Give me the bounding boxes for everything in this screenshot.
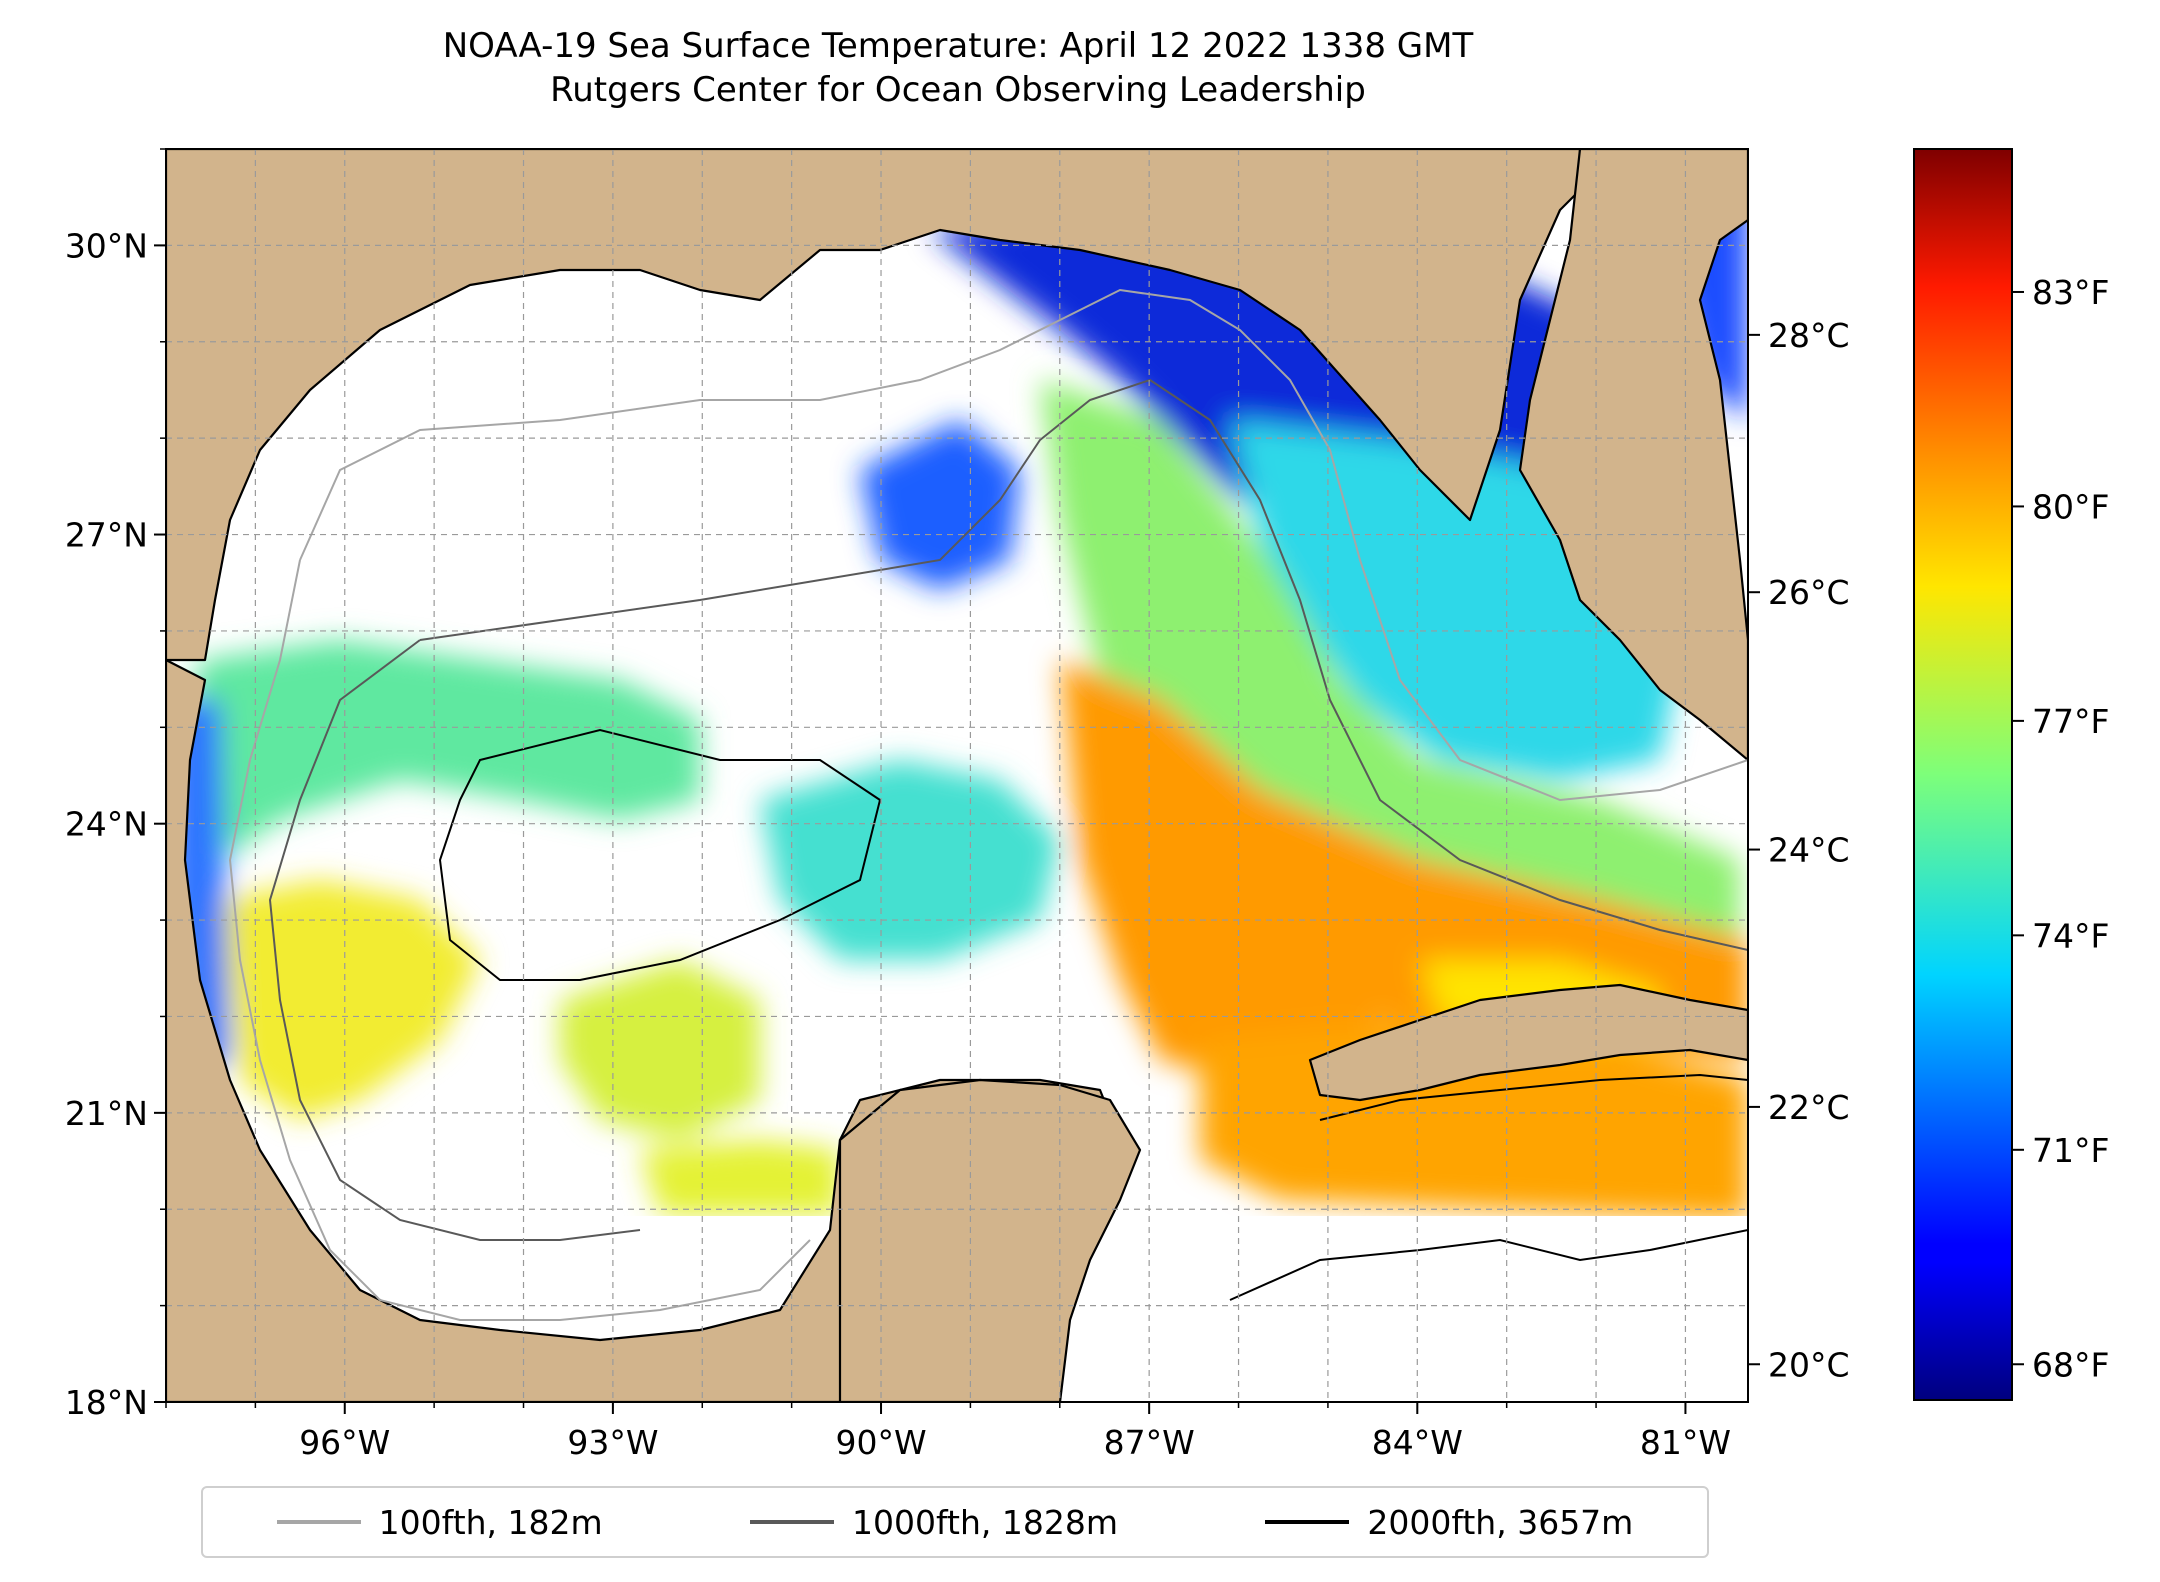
lon-tick-group: 96°W 93°W 90°W 87°W 84°W 81°W <box>165 1402 1731 1462</box>
contours <box>228 288 1748 1321</box>
legend-swatch-1000fth <box>750 1520 835 1524</box>
land-yucatan <box>838 1078 1142 1402</box>
fahrenheit-tick-label: 74°F <box>2032 916 2109 955</box>
legend-item-100fth: 100fth, 182m <box>276 1502 603 1542</box>
sst-figure: 96°W 93°W 90°W 87°W 84°W 81°W 18°N 21°N 24°N 27°… <box>65 148 2109 1462</box>
colorbar: 68°F 71°F 74°F 77°F 80°F 83°F <box>1913 148 2109 1401</box>
contour-2000fth-caribbean <box>1229 1229 1748 1301</box>
lat-tick-label: 18°N <box>65 1383 148 1422</box>
fahrenheit-tick-label: 80°F <box>2032 487 2109 526</box>
contour-100fth <box>299 288 1748 802</box>
lon-tick-label: 84°W <box>1372 1423 1463 1462</box>
title-line-2: Rutgers Center for Ocean Observing Leade… <box>550 70 1366 110</box>
lon-tick-label: 87°W <box>1104 1423 1195 1462</box>
map-frame <box>165 148 1749 1403</box>
land-cuba <box>1308 983 1748 1102</box>
legend-label-2000fth: 2000fth, 3657m <box>1367 1502 1634 1542</box>
lon-tick-label: 90°W <box>835 1423 926 1462</box>
contour-1000fth <box>419 378 1748 951</box>
lat-tick-label: 27°N <box>65 516 148 555</box>
lon-tick-label: 93°W <box>567 1423 658 1462</box>
lon-tick-label: 96°W <box>299 1423 390 1462</box>
colorbar-gradient <box>1913 148 2013 1401</box>
map-panel <box>166 149 1748 1402</box>
map-title: NOAA-19 Sea Surface Temperature: April 1… <box>0 24 1916 112</box>
fahrenheit-tick-label: 77°F <box>2032 702 2109 741</box>
lat-tick-group: 18°N 21°N 24°N 27°N 30°N <box>65 148 166 1422</box>
contour-1000fth-west <box>268 639 641 1241</box>
fahrenheit-tick-label: 68°F <box>2032 1345 2109 1384</box>
contour-2000fth-se <box>1319 1073 1748 1121</box>
lat-tick-label: 24°N <box>65 805 148 844</box>
lat-tick-label: 21°N <box>65 1094 148 1133</box>
lat-tick-label: 30°N <box>65 226 148 265</box>
legend-swatch-2000fth <box>1265 1520 1350 1524</box>
legend-label-1000fth: 1000fth, 1828m <box>852 1502 1118 1542</box>
celsius-tick-group: 20°C 22°C 24°C 26°C 28°C <box>1748 316 1850 1384</box>
celsius-tick-label: 24°C <box>1768 831 1850 870</box>
legend-item-2000fth: 2000fth, 3657m <box>1265 1503 1633 1542</box>
celsius-tick-label: 26°C <box>1768 573 1850 612</box>
celsius-tick-label: 20°C <box>1768 1345 1850 1384</box>
land-florida-peninsula <box>1518 149 1748 762</box>
fahrenheit-tick-group: 68°F 71°F 74°F 77°F 80°F 83°F <box>2012 273 2109 1384</box>
legend-swatch-100fth <box>276 1520 361 1524</box>
contour-legend: 100fth, 182m 1000fth, 1828m 2000fth, 365… <box>201 1486 1709 1558</box>
legend-item-1000fth: 1000fth, 1828m <box>750 1503 1118 1542</box>
contour-100fth-west <box>228 559 811 1321</box>
title-line-1: NOAA-19 Sea Surface Temperature: April 1… <box>442 26 1474 66</box>
fahrenheit-tick-label: 83°F <box>2032 273 2109 312</box>
celsius-tick-label: 28°C <box>1768 316 1850 355</box>
contour-2000fth <box>438 728 882 981</box>
celsius-tick-label: 22°C <box>1768 1088 1850 1127</box>
legend-label-100fth: 100fth, 182m <box>378 1502 603 1542</box>
fahrenheit-tick-label: 71°F <box>2032 1131 2109 1170</box>
lon-tick-label: 81°W <box>1640 1423 1731 1462</box>
